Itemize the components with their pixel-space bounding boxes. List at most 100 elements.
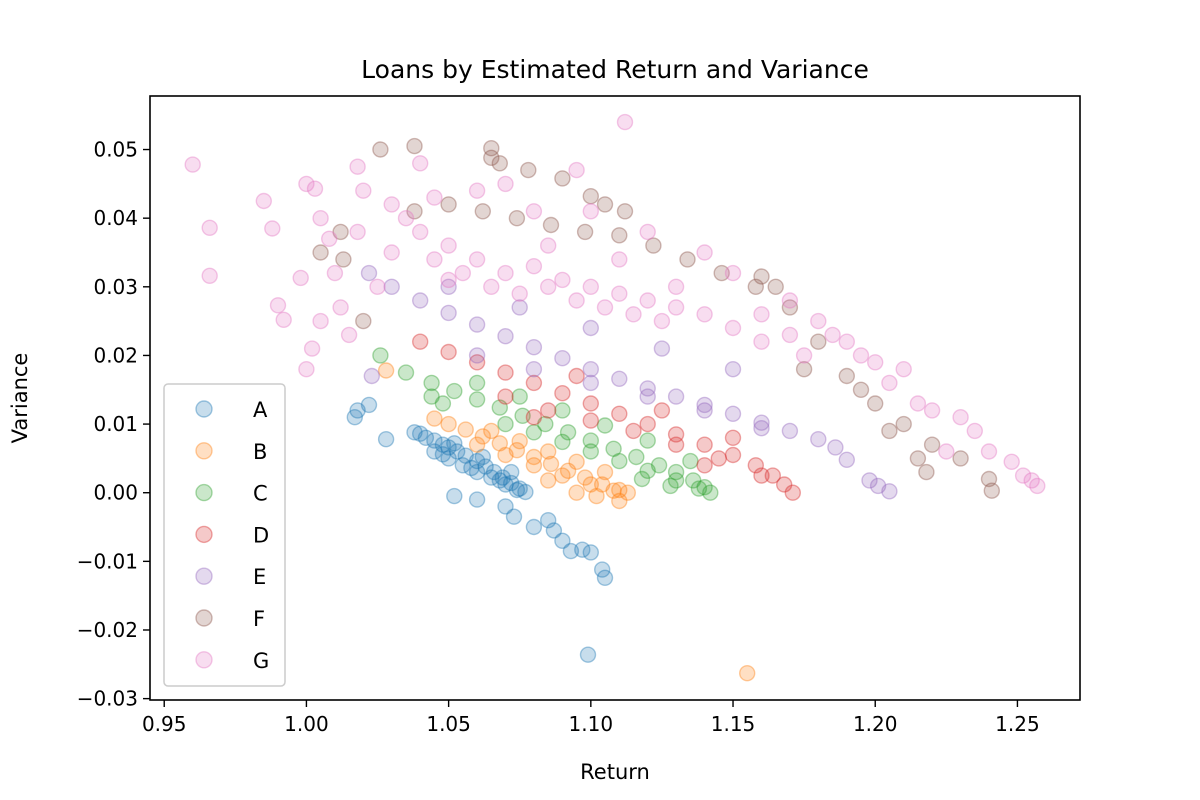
point-B-11 <box>611 481 628 499</box>
point-D-3 <box>497 364 514 381</box>
point-E-21 <box>582 374 599 392</box>
point-D-2 <box>468 354 486 371</box>
point-D-11 <box>724 446 742 464</box>
point-G-19 <box>397 209 415 227</box>
point-D-0 <box>412 333 429 350</box>
x-tick-label: 1.05 <box>426 712 471 736</box>
point-G-46 <box>867 354 884 371</box>
point-A-14 <box>517 483 534 501</box>
legend-marker-E <box>195 567 213 585</box>
point-D-19 <box>667 436 685 453</box>
point-G-41 <box>753 333 770 350</box>
point-E-27 <box>582 319 599 337</box>
point-C-24 <box>690 480 708 497</box>
series-C <box>372 347 719 501</box>
point-E-31 <box>861 472 878 489</box>
point-F-28 <box>596 196 614 213</box>
point-G-7 <box>292 269 309 287</box>
point-E-28 <box>653 340 671 357</box>
point-E-14 <box>753 414 770 431</box>
point-F-16 <box>923 436 941 453</box>
point-G-10 <box>312 209 329 227</box>
point-B-18 <box>605 482 622 499</box>
y-tick-label: −0.03 <box>77 687 138 711</box>
series-D <box>412 333 801 501</box>
point-A-12 <box>503 474 520 492</box>
point-E-1 <box>383 278 400 295</box>
point-B-20 <box>511 433 528 450</box>
x-tick-label: 1.20 <box>853 712 898 736</box>
point-B-24 <box>377 362 395 379</box>
point-G-55 <box>1023 472 1040 489</box>
series-G <box>184 113 1046 495</box>
point-F-10 <box>747 278 764 295</box>
point-A-2 <box>417 429 435 446</box>
point-C-30 <box>682 452 699 470</box>
point-B-0 <box>426 410 443 427</box>
point-A-45 <box>579 646 597 663</box>
point-F-31 <box>767 278 784 295</box>
point-F-40 <box>335 251 352 268</box>
point-F-5 <box>576 223 594 241</box>
point-B-22 <box>568 453 585 470</box>
point-F-19 <box>983 482 1000 499</box>
point-E-32 <box>869 477 887 495</box>
point-G-70 <box>781 292 799 309</box>
legend-marker-A <box>195 400 213 418</box>
point-G-54 <box>1014 467 1032 484</box>
point-E-25 <box>440 278 457 295</box>
legend-marker-C <box>195 483 213 502</box>
legend-label-G: G <box>253 649 269 673</box>
point-A-34 <box>497 498 514 515</box>
point-D-27 <box>696 457 713 474</box>
y-tick-label: 0.03 <box>93 275 138 299</box>
point-D-15 <box>784 484 801 501</box>
point-G-82 <box>795 347 813 364</box>
point-B-25 <box>540 472 557 489</box>
point-D-5 <box>554 385 571 402</box>
y-tick-label: −0.02 <box>77 618 138 642</box>
y-tick-label: −0.01 <box>77 549 138 573</box>
point-C-8 <box>559 424 577 441</box>
point-G-51 <box>966 422 983 440</box>
point-G-67 <box>639 223 656 241</box>
point-G-42 <box>781 326 799 344</box>
legend-label-F: F <box>253 607 265 631</box>
y-tick-label: 0.05 <box>93 138 138 162</box>
point-E-8 <box>582 361 599 378</box>
point-G-5 <box>269 297 287 314</box>
point-B-10 <box>594 476 611 493</box>
point-B-8 <box>559 462 577 479</box>
point-A-20 <box>497 476 514 493</box>
point-G-0 <box>184 156 201 173</box>
point-G-12 <box>326 264 344 282</box>
point-B-3 <box>474 428 491 445</box>
point-A-15 <box>426 443 443 460</box>
point-B-13 <box>468 436 486 453</box>
point-G-23 <box>454 264 471 282</box>
point-F-24 <box>491 155 508 172</box>
point-E-15 <box>781 422 799 440</box>
point-F-18 <box>980 470 998 488</box>
point-F-4 <box>542 216 560 234</box>
point-B-29 <box>739 665 756 682</box>
point-G-65 <box>525 203 543 220</box>
point-G-72 <box>881 374 898 392</box>
point-A-8 <box>468 452 486 470</box>
point-G-77 <box>440 271 457 289</box>
series-A <box>346 396 614 663</box>
point-G-61 <box>383 196 400 213</box>
point-F-7 <box>645 237 662 254</box>
point-F-36 <box>918 463 935 481</box>
point-B-4 <box>491 435 508 452</box>
point-G-3 <box>255 192 272 210</box>
point-C-13 <box>667 463 685 481</box>
point-A-43 <box>594 561 611 578</box>
point-D-14 <box>776 476 793 493</box>
point-F-25 <box>520 161 537 179</box>
point-C-9 <box>582 432 599 449</box>
point-C-34 <box>662 477 679 495</box>
point-F-17 <box>952 450 969 467</box>
x-axis: 0.95 1.00 1.05 1.10 1.15 1.20 1.25 <box>142 700 1040 736</box>
points-layer <box>184 113 1046 682</box>
